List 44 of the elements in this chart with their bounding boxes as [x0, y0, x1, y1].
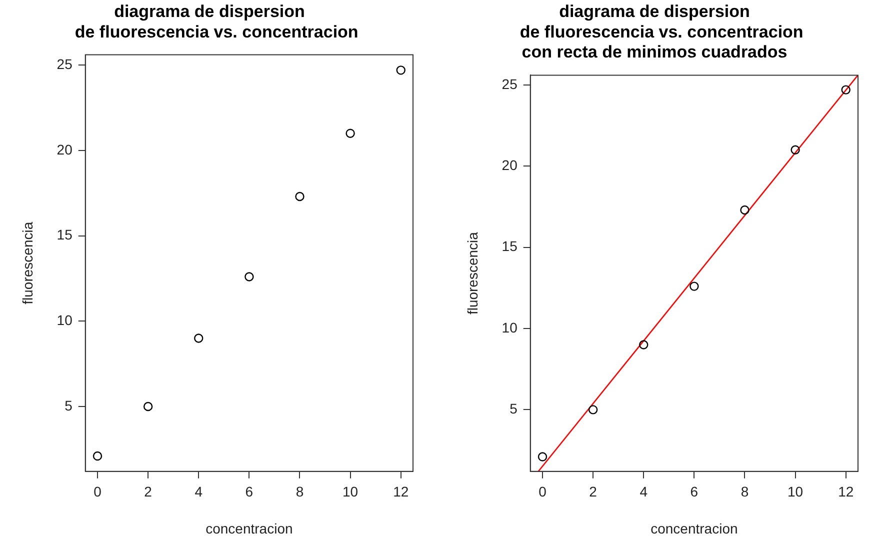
point: [244, 272, 254, 282]
point: [639, 340, 648, 350]
x-tick-label: 0: [538, 484, 547, 500]
x-tick-label: 4: [640, 484, 648, 500]
x-tick-label: 2: [144, 484, 152, 500]
y-tick-label: 10: [502, 319, 518, 336]
x-tick-label: 6: [690, 484, 698, 500]
y-tick-label: 20: [56, 141, 73, 158]
point: [740, 205, 750, 215]
point: [295, 192, 304, 202]
y-tick-label: 10: [56, 312, 73, 328]
point: [538, 452, 548, 462]
y-axis-title: fluorescencia: [19, 222, 36, 304]
chart-title: diagrama de dispersion de fluorescencia vs. concentracion: [60, 2, 358, 42]
y-tick-label: 25: [56, 56, 73, 72]
y-tick-label: 15: [502, 238, 518, 254]
x-tick-label: 0: [94, 484, 102, 500]
y-axis-title: fluorescencia: [464, 232, 480, 315]
point: [690, 282, 699, 291]
y-tick-label: 15: [56, 226, 73, 243]
point: [92, 451, 102, 461]
point: [790, 145, 800, 154]
point: [396, 66, 406, 75]
point: [346, 128, 355, 138]
point: [143, 402, 153, 412]
x-tick-label: 2: [589, 484, 598, 500]
x-tick-label: 12: [393, 484, 409, 500]
x-tick-label: 12: [838, 484, 854, 500]
x-tick-label: 4: [194, 484, 203, 500]
point: [194, 334, 204, 343]
x-axis-title: concentracion: [650, 520, 738, 536]
y-tick-label: 20: [502, 156, 518, 173]
y-tick-label: 25: [502, 76, 518, 92]
y-tick-label: 5: [64, 397, 73, 414]
x-axis-title: concentracion: [206, 520, 293, 536]
chart-title: diagrama de dispersion de fluorescencia vs. concentracion con recta de minimos cuadrados: [506, 2, 804, 62]
point: [841, 85, 850, 94]
x-tick-label: 8: [740, 484, 749, 500]
point: [588, 405, 598, 414]
x-tick-label: 6: [245, 484, 254, 500]
x-tick-label: 8: [296, 484, 304, 500]
y-tick-label: 5: [510, 400, 518, 417]
x-tick-label: 10: [788, 484, 804, 500]
x-tick-label: 10: [342, 484, 358, 500]
